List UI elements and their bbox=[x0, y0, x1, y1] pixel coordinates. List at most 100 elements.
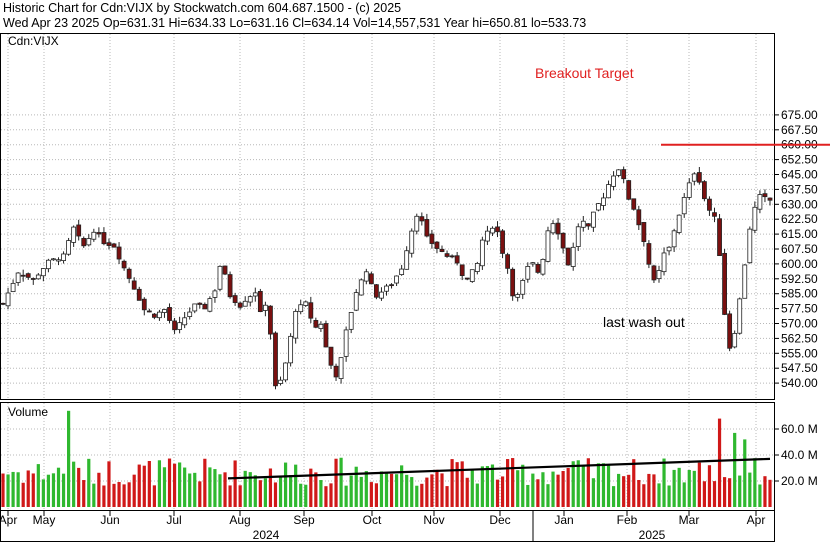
volume-bar bbox=[405, 474, 409, 507]
volume-bar bbox=[531, 473, 535, 507]
price-tick-label: 652.50 bbox=[781, 153, 818, 167]
volume-bar bbox=[162, 467, 167, 507]
candle-body bbox=[596, 203, 601, 211]
month-label: Jul bbox=[166, 513, 181, 527]
volume-bar bbox=[127, 482, 131, 507]
volume-bar bbox=[334, 458, 338, 507]
volume-bar bbox=[733, 432, 737, 507]
candle-body bbox=[389, 284, 394, 287]
candle-body bbox=[656, 270, 662, 280]
candle-body bbox=[379, 291, 384, 299]
volume-bar bbox=[233, 460, 237, 507]
volume-bar bbox=[717, 418, 722, 507]
volume-bar bbox=[66, 410, 71, 507]
candle-body bbox=[308, 302, 314, 319]
candle-body bbox=[30, 278, 36, 280]
volume-bar bbox=[157, 460, 162, 507]
candle-body bbox=[606, 184, 611, 199]
candle-body bbox=[444, 253, 450, 257]
candle-body bbox=[530, 262, 536, 265]
candle-body bbox=[702, 181, 707, 200]
volume-bar bbox=[258, 480, 262, 507]
volume-bar bbox=[657, 483, 661, 507]
candle-body bbox=[106, 242, 112, 246]
candle-body bbox=[111, 243, 117, 248]
candle-body bbox=[217, 265, 223, 290]
volume-bar bbox=[601, 463, 606, 507]
volume-bar bbox=[677, 467, 681, 507]
volume-bar bbox=[561, 471, 565, 507]
candle-body bbox=[328, 346, 334, 366]
volume-bar bbox=[117, 482, 121, 507]
volume-bar bbox=[102, 485, 106, 507]
volume-bar bbox=[743, 439, 747, 507]
volume-bar bbox=[92, 483, 96, 507]
price-tick-label: 607.50 bbox=[781, 242, 818, 256]
volume-bar bbox=[223, 472, 227, 507]
candle-body bbox=[490, 227, 495, 234]
price-tick-label: 577.50 bbox=[781, 302, 818, 316]
volume-bar bbox=[132, 474, 136, 507]
month-label: May bbox=[33, 513, 56, 527]
price-tick-label: 585.00 bbox=[781, 287, 818, 301]
volume-bar bbox=[122, 484, 126, 507]
volume-bar bbox=[72, 461, 76, 507]
volume-bar bbox=[667, 485, 671, 507]
candle-body bbox=[762, 193, 768, 198]
candle-body bbox=[51, 258, 56, 261]
volume-bar bbox=[167, 458, 172, 507]
candle-body bbox=[40, 268, 46, 277]
candle-body bbox=[590, 211, 596, 228]
candle-body bbox=[101, 232, 107, 245]
volume-bar bbox=[41, 479, 45, 507]
volume-tick-label: 60.0 M bbox=[781, 422, 818, 436]
volume-bar bbox=[637, 480, 641, 507]
volume-bar bbox=[591, 478, 595, 507]
volume-bar bbox=[248, 472, 252, 507]
volume-bar bbox=[16, 472, 20, 507]
volume-bar bbox=[319, 480, 323, 507]
volume-bar bbox=[571, 461, 575, 507]
candle-body bbox=[464, 277, 470, 280]
candle-body bbox=[485, 230, 490, 242]
volume-bar bbox=[329, 483, 333, 507]
candle-body bbox=[515, 294, 521, 298]
candle-body bbox=[298, 304, 304, 313]
candle-body bbox=[338, 357, 344, 380]
candle-body bbox=[585, 223, 591, 227]
candle-body bbox=[631, 198, 637, 210]
volume-bar bbox=[309, 468, 313, 507]
grid bbox=[1, 34, 774, 510]
candle-body bbox=[681, 197, 687, 215]
volume-bar bbox=[61, 473, 66, 507]
candle-body bbox=[404, 250, 410, 270]
candle-body bbox=[424, 219, 430, 237]
candle-body bbox=[121, 260, 127, 269]
month-label: Feb bbox=[617, 513, 638, 527]
volume-bar bbox=[198, 481, 202, 507]
volume-bar bbox=[682, 482, 686, 507]
month-label: Aug bbox=[229, 513, 250, 527]
candle-body bbox=[671, 230, 677, 248]
volume-bar bbox=[465, 477, 469, 507]
candle-body bbox=[0, 302, 6, 305]
volume-trendline bbox=[227, 457, 771, 480]
volume-bar bbox=[652, 474, 656, 507]
candle-body bbox=[641, 222, 647, 243]
volume-bar bbox=[172, 463, 177, 507]
candle-body bbox=[288, 335, 294, 364]
volume-bar bbox=[566, 467, 570, 507]
volume-bar bbox=[1, 473, 5, 507]
candle-body bbox=[25, 273, 31, 278]
volume-bar bbox=[687, 469, 691, 507]
candle-body bbox=[187, 311, 193, 317]
volume-bar bbox=[622, 476, 626, 507]
chart-title: Historic Chart for Cdn:VIJX by Stockwatc… bbox=[3, 1, 401, 15]
volume-bar bbox=[581, 466, 585, 507]
time-axis-panel bbox=[0, 510, 775, 542]
candle-body bbox=[293, 310, 299, 339]
candle-body bbox=[384, 285, 389, 292]
candle-body bbox=[358, 279, 364, 296]
